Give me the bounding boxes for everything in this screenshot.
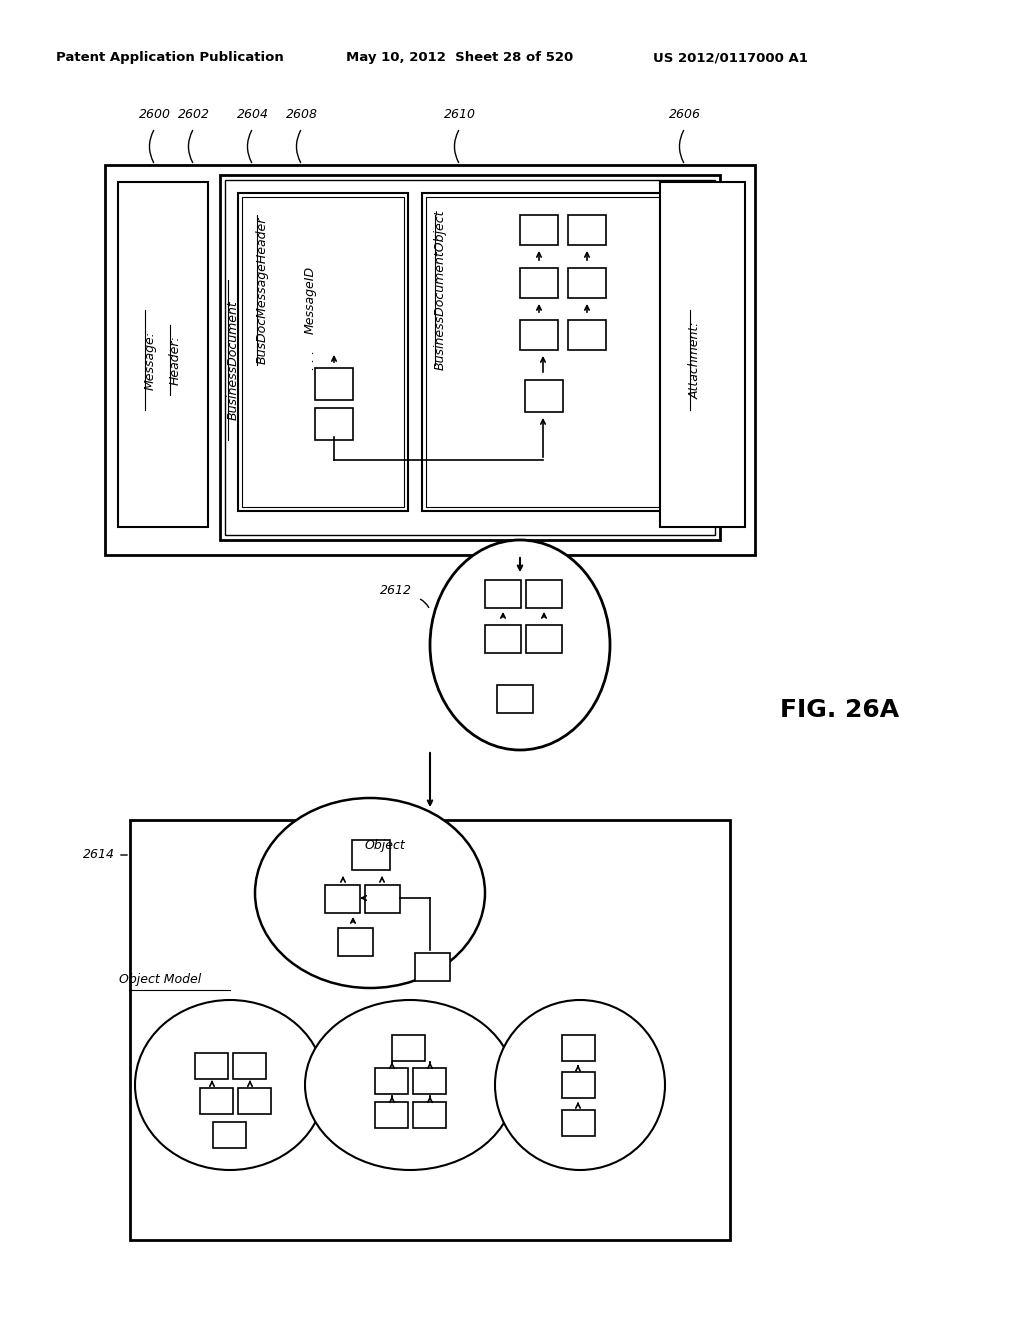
Bar	[375, 1068, 408, 1094]
Text: 2612: 2612	[380, 583, 412, 597]
Text: 2610: 2610	[444, 108, 476, 121]
Text: Message:: Message:	[143, 330, 157, 389]
Text: 2608: 2608	[286, 108, 318, 121]
Ellipse shape	[135, 1001, 325, 1170]
Bar	[413, 1102, 446, 1129]
Text: 2614: 2614	[83, 849, 115, 862]
Text: BusinessDocument: BusinessDocument	[226, 300, 240, 420]
Bar	[568, 319, 606, 350]
Ellipse shape	[495, 1001, 665, 1170]
Bar	[365, 884, 400, 913]
Text: Header:: Header:	[169, 335, 181, 385]
Text: BusinessDocumentObject: BusinessDocumentObject	[433, 210, 446, 370]
Bar	[200, 1088, 233, 1114]
Bar	[485, 579, 521, 609]
Bar	[375, 1102, 408, 1129]
Text: Attachment:: Attachment:	[688, 321, 701, 399]
Bar	[497, 685, 534, 713]
Bar	[130, 820, 730, 1239]
Bar	[352, 840, 390, 870]
Bar	[238, 1088, 271, 1114]
Text: US 2012/0117000 A1: US 2012/0117000 A1	[652, 51, 808, 65]
Bar	[426, 197, 698, 507]
Bar	[568, 215, 606, 246]
Bar	[195, 1053, 228, 1078]
Bar	[415, 953, 450, 981]
Bar	[660, 182, 745, 527]
Bar	[520, 319, 558, 350]
Bar	[562, 1072, 595, 1098]
Text: 2600: 2600	[139, 108, 171, 121]
Bar	[526, 624, 562, 653]
Text: 2606: 2606	[669, 108, 701, 121]
Bar	[338, 928, 373, 956]
Ellipse shape	[305, 1001, 515, 1170]
Text: Object Model: Object Model	[119, 974, 201, 986]
Text: 2602: 2602	[178, 108, 210, 121]
Bar	[238, 193, 408, 511]
Ellipse shape	[430, 540, 610, 750]
Bar	[526, 579, 562, 609]
Bar	[485, 624, 521, 653]
Bar	[213, 1122, 246, 1148]
Bar	[422, 193, 702, 511]
Bar	[225, 180, 715, 535]
Bar	[392, 1035, 425, 1061]
Text: BusDocMessageHeader: BusDocMessageHeader	[256, 216, 268, 364]
Bar	[242, 197, 404, 507]
Text: MessageID: MessageID	[303, 265, 316, 334]
Bar	[520, 268, 558, 298]
Bar	[562, 1035, 595, 1061]
Bar	[525, 380, 563, 412]
Bar	[568, 268, 606, 298]
Text: 2604: 2604	[237, 108, 269, 121]
Text: Object: Object	[365, 838, 406, 851]
Bar	[315, 368, 353, 400]
Bar	[315, 408, 353, 440]
Bar	[325, 884, 360, 913]
Bar	[562, 1110, 595, 1137]
Bar	[520, 215, 558, 246]
Text: Patent Application Publication: Patent Application Publication	[56, 51, 284, 65]
Text: . . .: . . .	[303, 350, 316, 370]
Bar	[220, 176, 720, 540]
Bar	[118, 182, 208, 527]
Bar	[105, 165, 755, 554]
Ellipse shape	[255, 799, 485, 987]
Text: May 10, 2012  Sheet 28 of 520: May 10, 2012 Sheet 28 of 520	[346, 51, 573, 65]
Text: FIG. 26A: FIG. 26A	[780, 698, 899, 722]
Bar	[413, 1068, 446, 1094]
Bar	[233, 1053, 266, 1078]
